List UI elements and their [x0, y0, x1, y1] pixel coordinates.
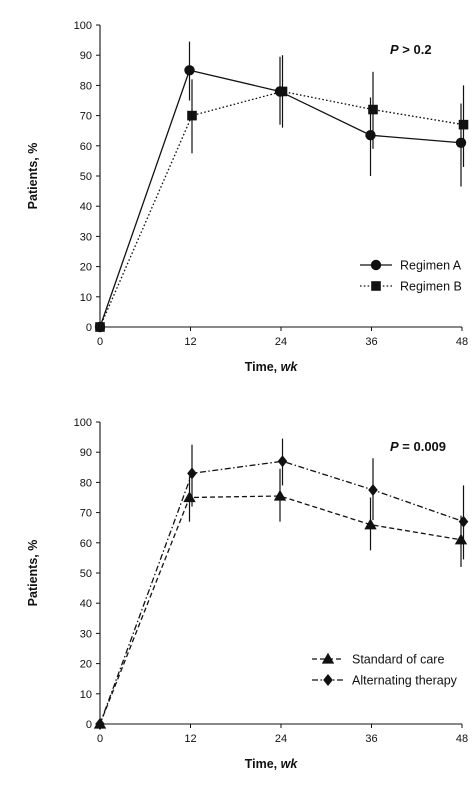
y-tick-label: 80 [80, 80, 92, 92]
data-point [187, 110, 197, 121]
y-tick-label: 30 [80, 231, 92, 243]
x-tick-label: 12 [184, 336, 196, 348]
legend-label: Alternating therapy [352, 674, 458, 688]
chart-panel-bottom: 0 10 20 30 40 50 60 70 80 90 100 0 12 24 36 48 Time, wk P… [26, 417, 469, 771]
x-tick-label: 0 [97, 336, 103, 348]
x-tick-label: 36 [365, 733, 377, 745]
legend-marker [371, 281, 381, 291]
x-tick-label: 12 [184, 733, 196, 745]
data-point [273, 489, 287, 501]
legend-marker [321, 652, 335, 664]
x-tick-label: 36 [365, 336, 377, 348]
data-point [277, 455, 288, 468]
y-tick-label: 40 [80, 598, 92, 610]
y-tick-label: 60 [80, 141, 92, 153]
series-standard-of-care [93, 468, 468, 729]
series-line [99, 460, 464, 725]
y-tick-label: 10 [80, 292, 92, 304]
x-tick-label: 48 [456, 336, 468, 348]
y-tick-label: 50 [80, 171, 92, 183]
y-tick-label: 0 [86, 719, 92, 731]
legend-marker [323, 674, 333, 686]
p-value-annotation: P > 0.2 [390, 42, 432, 57]
y-tick-label: 90 [80, 447, 92, 459]
y-tick-label: 0 [86, 322, 92, 334]
x-axis-label: Time, wk [245, 757, 299, 771]
y-tick-label: 20 [80, 262, 92, 274]
y-tick-label: 60 [80, 538, 92, 550]
data-point [187, 467, 197, 480]
y-tick-label: 70 [80, 508, 92, 520]
y-tick-label: 30 [80, 628, 92, 640]
data-point [364, 518, 377, 530]
y-tick-label: 100 [74, 20, 92, 32]
legend-label: Regimen A [400, 259, 462, 273]
legend: Regimen A Regimen B [360, 259, 462, 294]
y-tick-label: 80 [80, 477, 92, 489]
y-tick-label: 50 [80, 568, 92, 580]
x-tick-label: 0 [97, 733, 103, 745]
legend-label: Regimen B [400, 280, 462, 294]
data-point [95, 718, 105, 730]
data-point [184, 65, 195, 76]
y-tick-label: 70 [80, 111, 92, 123]
legend-marker [370, 259, 382, 271]
x-tick-label: 48 [456, 733, 468, 745]
legend-label: Standard of care [352, 653, 444, 667]
legend: Standard of care Alternating therapy [312, 653, 458, 688]
y-tick-label: 20 [80, 659, 92, 671]
series-alternating-therapy [95, 438, 469, 730]
y-tick-label: 10 [80, 689, 92, 701]
data-point [458, 515, 469, 528]
x-axis-label: Time, wk [245, 360, 299, 374]
data-point [277, 86, 288, 97]
y-axis-label: Patients, % [26, 143, 40, 210]
data-point [368, 483, 378, 496]
data-point [183, 491, 196, 503]
chart-panel-top: 0 10 20 30 40 50 60 70 80 90 100 0 12 24 36 48 Time, wk P… [26, 20, 469, 374]
data-point [455, 137, 467, 148]
y-tick-label: 100 [74, 417, 92, 429]
y-tick-label: 90 [80, 50, 92, 62]
x-tick-label: 24 [275, 733, 287, 745]
y-tick-label: 40 [80, 201, 92, 213]
y-axis-label: Patients, % [26, 540, 40, 607]
series-regimen-b [95, 55, 469, 332]
data-point [365, 130, 376, 141]
p-value-annotation: P = 0.009 [390, 439, 446, 454]
data-point [368, 104, 378, 115]
x-tick-label: 24 [275, 336, 287, 348]
data-point [458, 119, 469, 130]
series-line [99, 495, 462, 725]
data-point [95, 322, 105, 332]
